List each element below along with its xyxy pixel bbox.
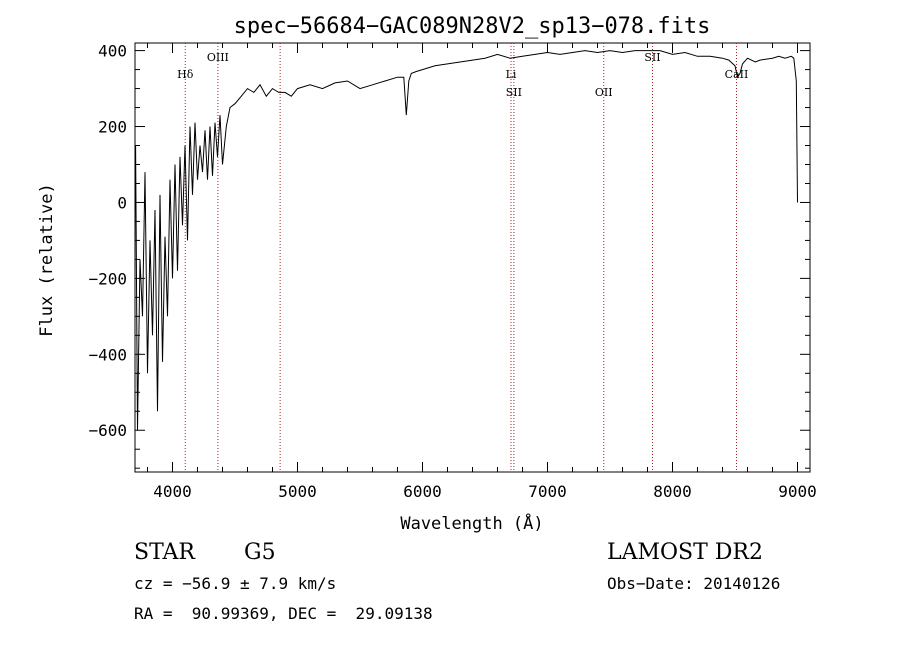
x-tick-label: 8000 <box>653 482 692 501</box>
x-axis-label: Wavelength (Å) <box>400 512 543 534</box>
x-tick-label: 6000 <box>403 482 442 501</box>
x-tick-label: 5000 <box>278 482 317 501</box>
x-tick-label: 9000 <box>778 482 817 501</box>
redshift-label: cz = −56.9 ± 7.9 km/s <box>134 574 337 593</box>
line-marker-label: OII <box>595 86 613 99</box>
y-tick-label: 400 <box>98 42 127 61</box>
chart-title: spec−56684−GAC089N28V2_sp13−078.fits <box>234 14 711 39</box>
axis-ticks: 4000 5000 6000 7000 8000 9000 −600 −400 −200 0 200… <box>88 42 816 501</box>
spectral-subclass-label: G5 <box>244 540 276 565</box>
x-tick-label: 4000 <box>153 482 192 501</box>
spectrum-chart: spec−56684−GAC089N28V2_sp13−078.fits Hδ O… <box>37 14 817 534</box>
line-marker-label: OIII <box>207 51 229 64</box>
line-marker-label: SII <box>644 51 660 64</box>
coordinates-label: RA = 90.99369, DEC = 29.09138 <box>134 604 433 623</box>
y-axis-label: Flux (relative) <box>37 183 57 337</box>
line-marker-label: SII <box>506 86 522 99</box>
x-tick-label: 7000 <box>528 482 567 501</box>
y-tick-label: 0 <box>117 193 127 212</box>
spectrum-line <box>135 50 798 431</box>
y-tick-label: −600 <box>88 421 127 440</box>
y-tick-label: −400 <box>88 345 127 364</box>
survey-label: LAMOST DR2 <box>607 540 763 565</box>
object-type-label: STAR <box>134 540 195 565</box>
y-tick-label: −200 <box>88 269 127 288</box>
line-marker-label: Hδ <box>177 68 194 81</box>
plot-frame <box>134 42 811 473</box>
line-marker-label: Li <box>506 68 517 81</box>
obs-date-label: Obs−Date: 20140126 <box>607 574 781 593</box>
y-tick-label: 200 <box>98 118 127 137</box>
